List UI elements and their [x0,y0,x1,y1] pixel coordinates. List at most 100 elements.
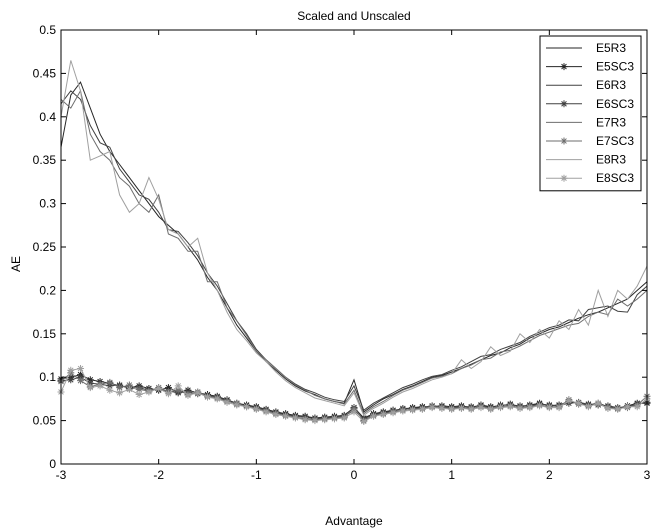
series-point-e8sc3 [106,386,114,394]
x-tick-label: -1 [251,468,262,482]
series-point-e8sc3 [370,412,378,420]
y-tick-label: 0.3 [39,197,56,211]
series-point-e8sc3 [418,405,426,413]
series-point-e8sc3 [233,401,241,409]
series-point-e8sc3 [379,411,387,419]
y-tick-label: 0.4 [39,110,56,124]
legend-label-e6r3: E6R3 [596,78,626,92]
series-point-e8sc3 [174,382,182,390]
series-point-e8sc3 [477,404,485,412]
series-point-e7sc3 [174,386,182,394]
x-tick-label: 3 [644,468,651,482]
series-point-e8sc3 [487,405,495,413]
series-point-e8sc3 [623,403,631,411]
series-point-e8sc3 [526,404,534,412]
series-point-e8sc3 [86,384,94,392]
series-point-e8sc3 [194,389,202,397]
legend-marker-e5sc3 [560,63,568,71]
y-axis-label: AE [9,256,23,272]
legend-marker-e6sc3 [560,100,568,108]
series-point-e8sc3 [223,398,231,406]
series-point-e8sc3 [184,391,192,399]
y-tick-label: 0.5 [39,23,56,37]
series-point-e8sc3 [555,404,563,412]
series-point-e8sc3 [291,414,299,422]
series-point-e7sc3 [135,385,143,393]
y-tick-label: 0 [49,457,56,471]
series-point-e8sc3 [389,409,397,417]
series-point-e7sc3 [77,377,85,385]
legend-label-e8r3: E8R3 [596,153,626,167]
series-e7r3 [60,89,648,415]
series-point-e8sc3 [399,407,407,415]
series-point-e8sc3 [536,402,544,410]
legend: E5R3 E5SC3 E6R3 E6SC3 E7R3 E7SC3 E8R3 E8SC3 [539,35,642,192]
chart-marks [57,60,651,425]
series-point-e8sc3 [545,404,553,412]
series-point-e8sc3 [272,411,280,419]
series-point-e8sc3 [243,403,251,411]
series-point-e8sc3 [282,412,290,420]
series-point-e8sc3 [321,416,329,424]
x-tick-label: 0 [351,468,358,482]
series-point-e8sc3 [311,417,319,425]
series-point-e8sc3 [125,385,133,393]
series-point-e8sc3 [204,393,211,401]
series-point-e8sc3 [575,399,583,407]
series-point-e8sc3 [428,404,436,412]
series-point-e8sc3 [116,389,124,397]
legend-label-e5r3: E5R3 [596,41,626,55]
y-tick-label: 0.15 [33,327,57,341]
series-point-e8sc3 [409,406,417,414]
series-e8r3 [60,60,648,417]
y-tick-label: 0.45 [33,66,57,80]
series-e5r3 [60,81,648,413]
y-tick-label: 0.2 [39,283,56,297]
series-point-e7sc3 [116,384,124,392]
series-point-e8sc3 [467,405,475,413]
legend-label-e7sc3: E7SC3 [596,134,634,148]
x-tick-label: 2 [546,468,553,482]
y-tick-label: 0.05 [33,414,57,428]
series-line-e6r3 [60,90,648,411]
series-point-e8sc3 [330,415,338,423]
series-point-e8sc3 [340,414,348,422]
x-tick-label: -3 [56,468,67,482]
chart-title: Scaled and Unscaled [297,9,410,23]
legend-label-e7r3: E7R3 [596,115,626,129]
y-tick-label: 0.1 [39,370,56,384]
series-point-e8sc3 [565,397,573,405]
legend-label-e5sc3: E5SC3 [596,60,634,74]
legend-marker-e7sc3 [560,137,568,145]
series-point-e8sc3 [594,399,602,407]
x-tick-label: 1 [448,468,455,482]
series-point-e8sc3 [448,405,456,413]
series-line-e8r3 [60,60,648,417]
series-point-e8sc3 [155,384,163,392]
series-point-e8sc3 [506,403,514,411]
series-point-e7sc3 [125,381,133,389]
legend-label-e6sc3: E6SC3 [596,97,634,111]
series-point-e8sc3 [96,382,104,390]
series-line-e5r3 [60,81,648,413]
legend-label-e8sc3: E8SC3 [596,171,634,185]
series-point-e8sc3 [262,408,270,416]
y-tick-label: 0.35 [33,153,57,167]
legend-marker-e8sc3 [560,174,568,182]
series-point-e8sc3 [252,405,260,413]
series-line-e7r3 [60,89,648,415]
axes: -3 -2 -1 0 1 2 3 0 0.05 0.1 0.15 0.2 0.25 0.3 0.35 0.4 0… [33,23,651,482]
x-axis-label: Advantage [325,514,383,528]
series-point-e7sc3 [106,378,114,386]
legend-box [539,35,642,192]
y-tick-label: 0.25 [33,240,57,254]
series-point-e8sc3 [301,416,309,424]
series-point-e8sc3 [360,417,368,425]
series-point-e6sc3 [67,376,75,384]
x-tick-label: -2 [153,468,164,482]
series-point-e8sc3 [516,404,524,412]
series-e6r3 [60,90,648,411]
series-point-e8sc3 [67,366,75,374]
series-point-e8sc3 [77,365,85,373]
